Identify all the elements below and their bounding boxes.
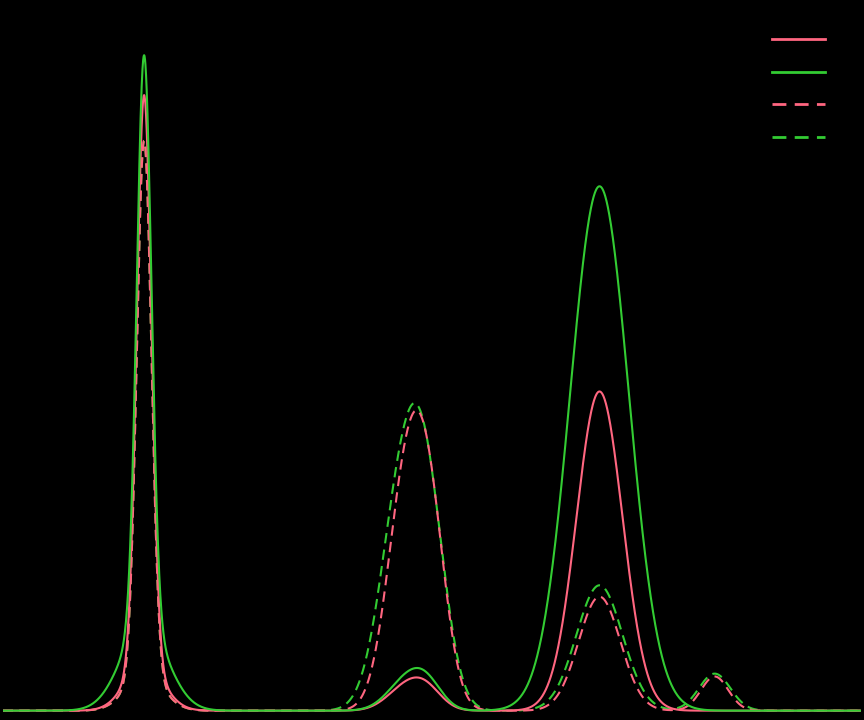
Legend: , , , : , , , bbox=[764, 24, 845, 154]
